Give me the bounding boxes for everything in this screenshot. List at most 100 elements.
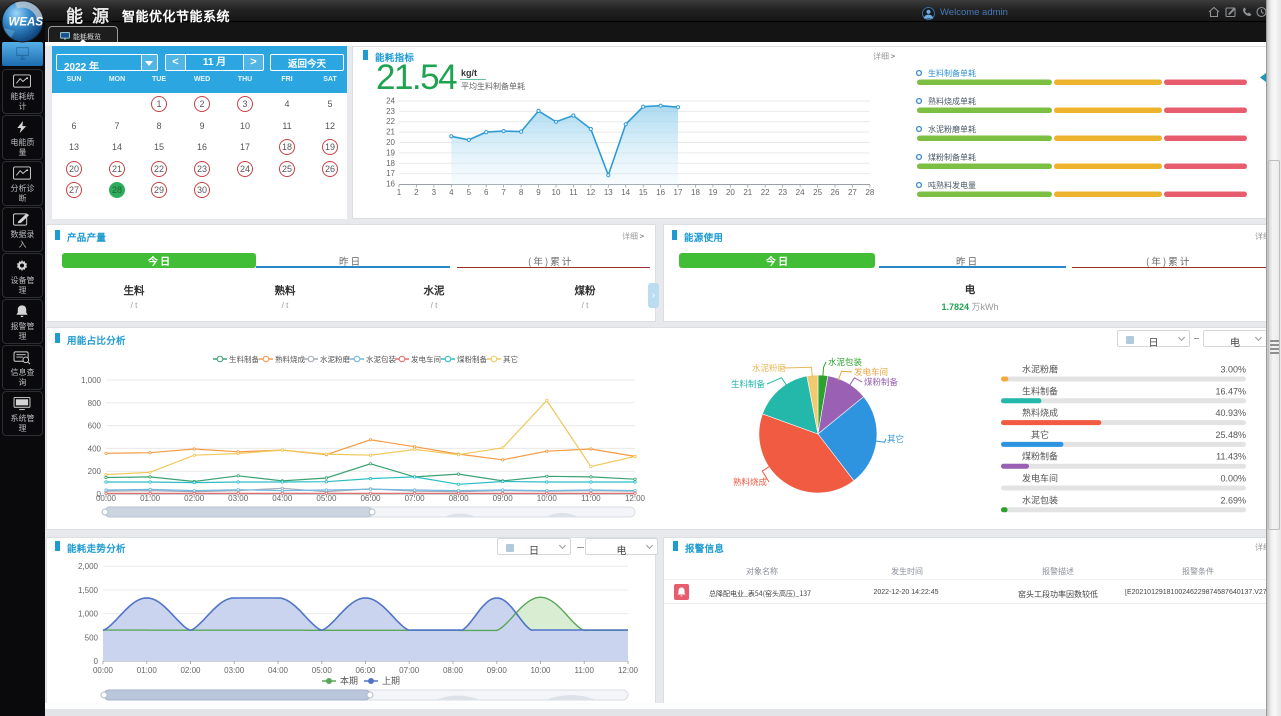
svg-text:10: 10 xyxy=(552,188,561,197)
svg-text:23: 23 xyxy=(778,188,787,197)
svg-text:40.93%: 40.93% xyxy=(1215,408,1246,418)
svg-text:13: 13 xyxy=(604,188,613,197)
svg-text:00:00: 00:00 xyxy=(93,666,114,675)
svg-text:18: 18 xyxy=(386,159,395,168)
svg-text:03:00: 03:00 xyxy=(228,494,249,503)
svg-text:发电车间: 发电车间 xyxy=(411,354,441,365)
svg-text:3.00%: 3.00% xyxy=(1220,365,1246,375)
svg-text:200: 200 xyxy=(88,467,102,476)
svg-text:11:00: 11:00 xyxy=(574,666,594,675)
svg-text:生料制备: 生料制备 xyxy=(229,354,259,365)
svg-text:25: 25 xyxy=(813,188,822,197)
svg-text:03:00: 03:00 xyxy=(224,666,245,675)
svg-text:2.69%: 2.69% xyxy=(1220,495,1246,505)
svg-text:11: 11 xyxy=(569,188,578,197)
svg-text:3: 3 xyxy=(432,188,437,197)
svg-text:1,000: 1,000 xyxy=(78,610,99,619)
svg-text:08:00: 08:00 xyxy=(443,666,464,675)
svg-text:6: 6 xyxy=(484,188,489,197)
svg-text:24: 24 xyxy=(796,188,805,197)
svg-text:12: 12 xyxy=(586,188,595,197)
svg-text:1: 1 xyxy=(397,188,402,197)
svg-text:21: 21 xyxy=(743,188,752,197)
svg-text:其它: 其它 xyxy=(1031,428,1049,441)
svg-text:4: 4 xyxy=(449,188,454,197)
svg-text:1,000: 1,000 xyxy=(81,376,102,385)
svg-text:水泥包装: 水泥包装 xyxy=(366,354,396,365)
svg-text:07:00: 07:00 xyxy=(405,494,426,503)
svg-text:10:00: 10:00 xyxy=(530,666,551,675)
svg-text:熟料烧成: 熟料烧成 xyxy=(275,354,305,365)
svg-text:19: 19 xyxy=(708,188,717,197)
svg-text:熟料烧成单耗: 熟料烧成单耗 xyxy=(928,96,976,107)
svg-text:0.00%: 0.00% xyxy=(1220,474,1246,484)
svg-text:17: 17 xyxy=(674,188,683,197)
svg-text:09:00: 09:00 xyxy=(493,494,514,503)
svg-text:21: 21 xyxy=(386,128,395,137)
svg-text:22: 22 xyxy=(386,117,395,126)
svg-text:23: 23 xyxy=(386,107,395,116)
svg-text:800: 800 xyxy=(88,399,102,408)
svg-text:04:00: 04:00 xyxy=(268,666,289,675)
svg-text:5: 5 xyxy=(467,188,472,197)
svg-text:2: 2 xyxy=(414,188,419,197)
svg-text:17: 17 xyxy=(386,169,395,178)
svg-text:04:00: 04:00 xyxy=(272,494,293,503)
svg-text:02:00: 02:00 xyxy=(180,666,201,675)
svg-text:16: 16 xyxy=(386,180,395,189)
svg-text:01:00: 01:00 xyxy=(140,494,161,503)
svg-text:煤粉制备: 煤粉制备 xyxy=(457,354,487,365)
svg-text:08:00: 08:00 xyxy=(449,494,470,503)
svg-text:煤粉制备: 煤粉制备 xyxy=(864,376,899,388)
svg-text:01:00: 01:00 xyxy=(137,666,158,675)
svg-text:07:00: 07:00 xyxy=(399,666,420,675)
svg-text:本期: 本期 xyxy=(340,674,358,687)
svg-text:9: 9 xyxy=(536,188,541,197)
svg-text:熟料烧成: 熟料烧成 xyxy=(1022,406,1058,419)
svg-text:7: 7 xyxy=(501,188,506,197)
svg-text:02:00: 02:00 xyxy=(184,494,205,503)
svg-text:水泥粉磨: 水泥粉磨 xyxy=(752,362,787,374)
svg-text:熟料烧成: 熟料烧成 xyxy=(733,476,768,488)
svg-text:400: 400 xyxy=(88,444,102,453)
svg-text:05:00: 05:00 xyxy=(316,494,337,503)
svg-text:00:00: 00:00 xyxy=(96,494,117,503)
svg-text:06:00: 06:00 xyxy=(355,666,376,675)
svg-text:20: 20 xyxy=(726,188,735,197)
svg-text:吨熟料发电量: 吨熟料发电量 xyxy=(928,180,976,191)
svg-text:500: 500 xyxy=(85,633,99,642)
svg-text:水泥包装: 水泥包装 xyxy=(1022,493,1058,506)
svg-text:24: 24 xyxy=(386,97,395,106)
svg-text:16.47%: 16.47% xyxy=(1215,386,1246,396)
svg-text:0: 0 xyxy=(94,657,99,666)
svg-text:22: 22 xyxy=(761,188,770,197)
svg-text:27: 27 xyxy=(848,188,857,197)
svg-text:09:00: 09:00 xyxy=(487,666,508,675)
svg-text:25.48%: 25.48% xyxy=(1215,430,1246,440)
svg-text:10:00: 10:00 xyxy=(537,494,558,503)
svg-text:11.43%: 11.43% xyxy=(1216,452,1246,462)
svg-text:16: 16 xyxy=(656,188,665,197)
svg-text:其它: 其它 xyxy=(503,354,518,365)
svg-text:26: 26 xyxy=(831,188,840,197)
svg-text:生料制备: 生料制备 xyxy=(1022,384,1058,397)
svg-text:生料制备: 生料制备 xyxy=(731,378,766,390)
svg-text:水泥粉磨: 水泥粉磨 xyxy=(1022,363,1058,376)
svg-text:水泥粉磨单耗: 水泥粉磨单耗 xyxy=(928,124,976,135)
svg-text:上期: 上期 xyxy=(382,674,400,687)
svg-text:0: 0 xyxy=(97,490,102,499)
svg-text:05:00: 05:00 xyxy=(312,666,333,675)
svg-text:18: 18 xyxy=(691,188,700,197)
svg-text:煤粉制备单耗: 煤粉制备单耗 xyxy=(928,152,976,163)
svg-text:生料制备单耗: 生料制备单耗 xyxy=(928,68,976,79)
svg-text:WEAS: WEAS xyxy=(9,17,44,29)
svg-text:28: 28 xyxy=(865,188,874,197)
svg-text:1,500: 1,500 xyxy=(78,586,99,595)
svg-text:发电车间: 发电车间 xyxy=(1022,472,1058,485)
svg-text:水泥包装: 水泥包装 xyxy=(828,356,863,368)
svg-text:600: 600 xyxy=(88,422,102,431)
svg-text:20: 20 xyxy=(386,138,395,147)
svg-text:发电车间: 发电车间 xyxy=(854,366,888,378)
svg-text:19: 19 xyxy=(386,148,395,157)
svg-text:15: 15 xyxy=(639,188,648,197)
